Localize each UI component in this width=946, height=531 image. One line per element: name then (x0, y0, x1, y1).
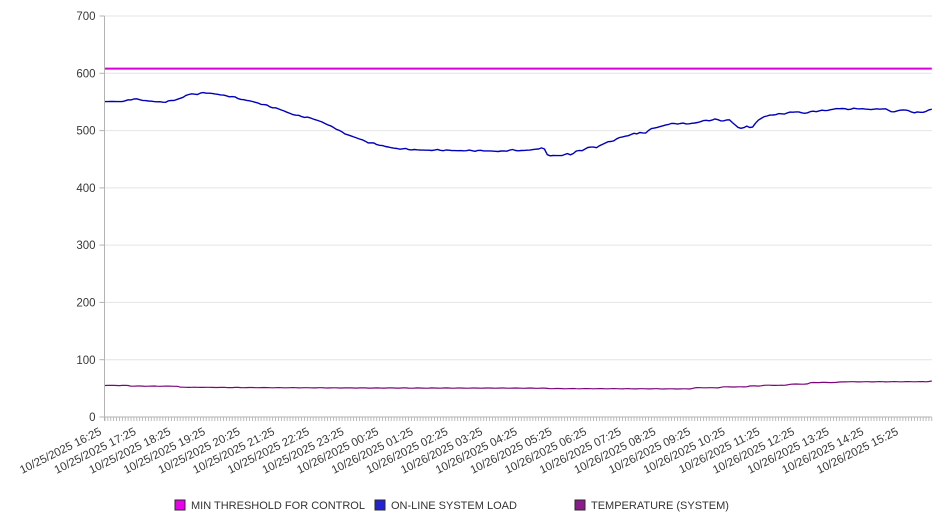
svg-text:ON-LINE SYSTEM LOAD: ON-LINE SYSTEM LOAD (391, 500, 517, 512)
svg-text:700: 700 (76, 11, 95, 23)
svg-text:500: 500 (76, 126, 95, 138)
svg-text:MIN THRESHOLD FOR CONTROL: MIN THRESHOLD FOR CONTROL (191, 500, 365, 512)
svg-text:0: 0 (89, 412, 95, 424)
svg-text:200: 200 (76, 298, 95, 310)
svg-text:400: 400 (76, 183, 95, 195)
svg-text:100: 100 (76, 355, 95, 367)
svg-text:600: 600 (76, 68, 95, 80)
svg-text:TEMPERATURE (SYSTEM): TEMPERATURE (SYSTEM) (591, 500, 729, 512)
svg-text:300: 300 (76, 240, 95, 252)
